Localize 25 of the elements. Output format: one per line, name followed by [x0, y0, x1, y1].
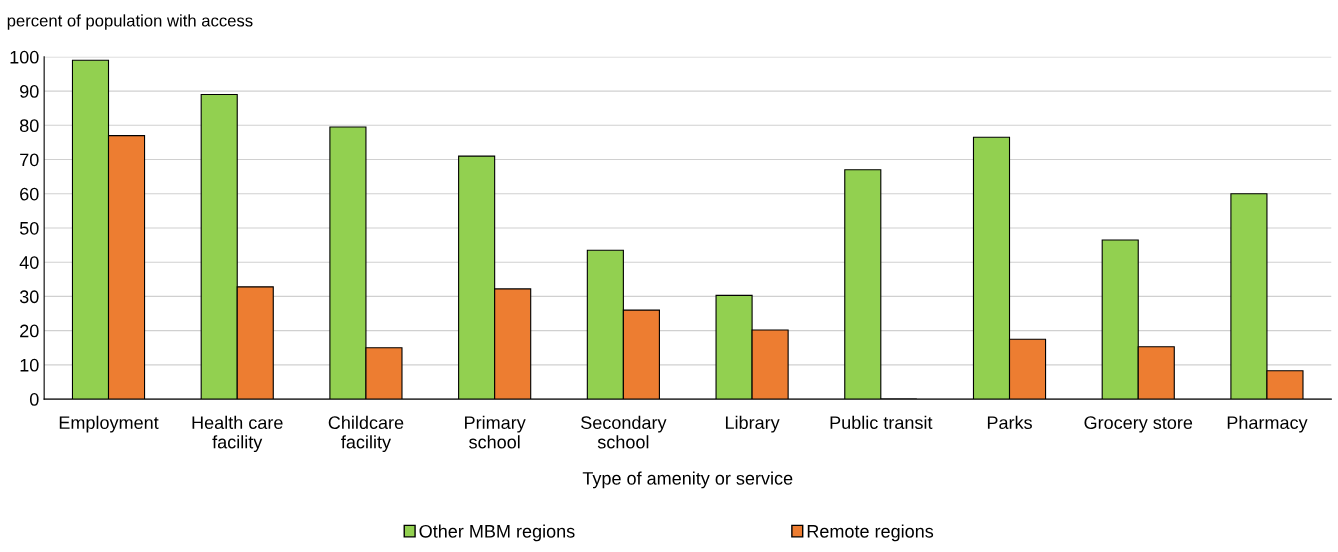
y-axis-title: percent of population with access [7, 14, 253, 30]
y-tick-label: 60 [20, 187, 39, 201]
y-tick-label: 0 [29, 393, 39, 406]
y-tick-label: 100 [10, 50, 39, 64]
x-tick-label: Employment [59, 415, 159, 433]
x-tick-label: Public transit [830, 415, 933, 430]
x-axis-title: Type of amenity or service [582, 471, 793, 489]
x-tick-label: Health care facility [192, 415, 283, 453]
y-tick-label: 10 [20, 358, 39, 372]
y-tick-label: 90 [20, 85, 39, 98]
legend-label: Remote regions [807, 524, 934, 542]
x-tick-label: Library [725, 415, 780, 433]
legend-label: Other MBM regions [419, 524, 575, 542]
x-tick-label: Childcare facility [328, 415, 404, 453]
x-tick-label: Primary school [465, 415, 526, 449]
y-tick-label: 30 [19, 290, 39, 304]
y-tick-label: 80 [20, 119, 39, 133]
y-tick-label: 70 [20, 153, 39, 167]
y-tick-label: 40 [19, 256, 39, 269]
x-tick-label: Parks [987, 415, 1032, 430]
x-tick-label: Pharmacy [1227, 415, 1308, 433]
x-tick-label: Grocery store [1084, 416, 1193, 433]
x-tick-label: Secondary school [581, 415, 667, 449]
y-tick-label: 20 [20, 324, 39, 338]
y-tick-label: 50 [19, 221, 39, 235]
